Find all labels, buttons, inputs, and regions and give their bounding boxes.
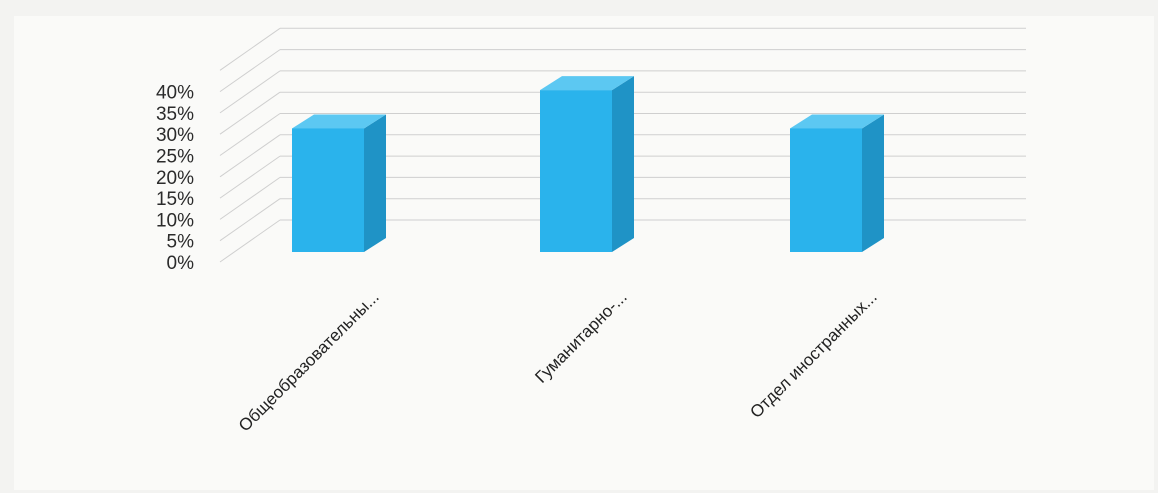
gridline-side [219, 219, 281, 263]
y-tick-label: 20% [156, 168, 194, 189]
bar-top [540, 76, 634, 91]
bar [292, 128, 364, 252]
x-tick-label: Общеобразовательны... [235, 287, 383, 435]
y-tick-label: 40% [156, 83, 194, 104]
gridline-side [219, 155, 281, 199]
y-tick-label: 15% [156, 189, 194, 210]
bar [540, 90, 612, 253]
bar-top [292, 114, 386, 129]
y-tick-label: 0% [167, 253, 195, 274]
bar-top [790, 114, 884, 129]
gridline-side [219, 134, 281, 178]
y-tick-label: 25% [156, 147, 194, 168]
gridline-side [219, 49, 281, 93]
y-tick-label: 10% [156, 210, 194, 231]
y-tick-label: 35% [156, 104, 194, 125]
gridline-side [219, 70, 281, 114]
gridline-side [219, 91, 281, 135]
bar-side [612, 76, 634, 252]
gridline-side [219, 113, 281, 156]
bar-side [364, 114, 386, 253]
bar-chart: 0%5%10%15%20%25%30%35%40% Общеобразовател… [156, 27, 1026, 435]
x-tick-label: Отдел иностранных... [746, 287, 880, 421]
gridline-side [219, 27, 281, 71]
bar [790, 128, 862, 252]
y-tick-label: 30% [156, 125, 194, 146]
chart-area: 0% 5% 10% 15% 20% 25% 30% 35% 40% Общеобразовател… [14, 16, 1154, 490]
y-tick-label: 5% [167, 232, 195, 253]
x-tick-label: Гуманитарно-... [531, 287, 630, 386]
bar-side [862, 114, 884, 253]
gridline-side [219, 176, 281, 220]
gridline-side [219, 198, 281, 242]
